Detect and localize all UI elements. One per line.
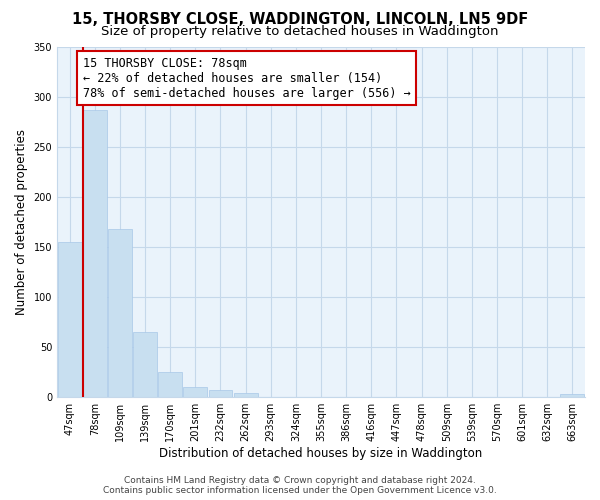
X-axis label: Distribution of detached houses by size in Waddington: Distribution of detached houses by size … [160,447,482,460]
Bar [158,372,182,397]
Bar [184,387,207,397]
Bar [209,390,232,397]
Text: 15, THORSBY CLOSE, WADDINGTON, LINCOLN, LN5 9DF: 15, THORSBY CLOSE, WADDINGTON, LINCOLN, … [72,12,528,28]
Bar [58,242,82,397]
Bar [560,394,584,397]
Bar [233,393,257,397]
Bar [108,229,132,397]
Bar [83,110,107,397]
Bar [133,332,157,397]
Text: 15 THORSBY CLOSE: 78sqm
← 22% of detached houses are smaller (154)
78% of semi-d: 15 THORSBY CLOSE: 78sqm ← 22% of detache… [83,56,410,100]
Text: Contains HM Land Registry data © Crown copyright and database right 2024.
Contai: Contains HM Land Registry data © Crown c… [103,476,497,495]
Y-axis label: Number of detached properties: Number of detached properties [15,129,28,315]
Text: Size of property relative to detached houses in Waddington: Size of property relative to detached ho… [101,25,499,38]
